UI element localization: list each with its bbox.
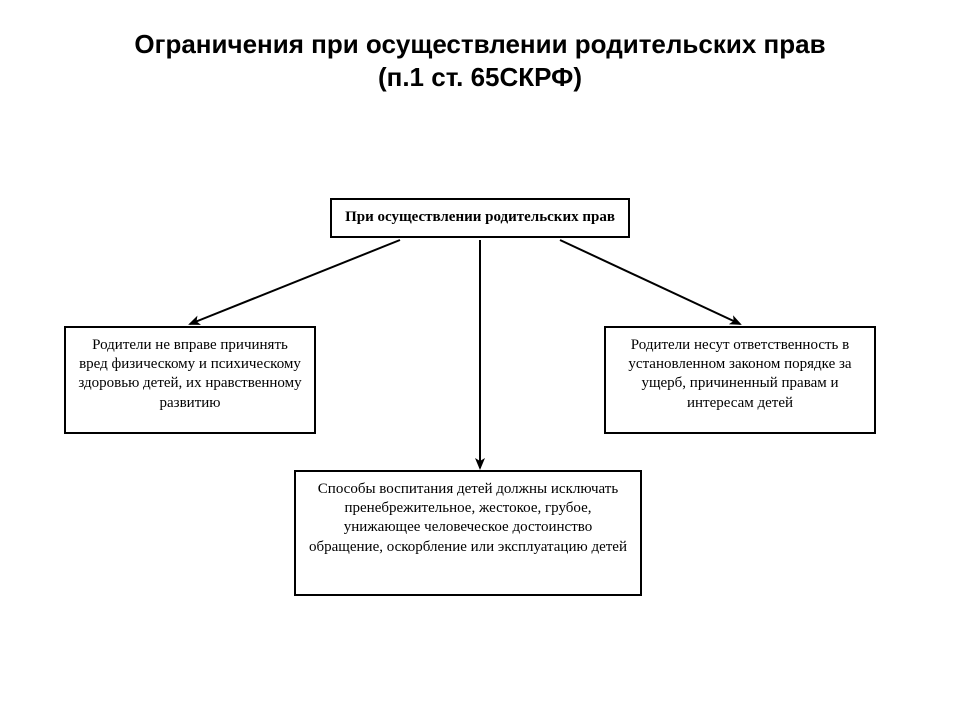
edge-root-right [560, 240, 740, 324]
diagram-node-bottom: Способы воспитания детей должны исключат… [294, 470, 642, 596]
diagram-node-left: Родители не вправе причинять вред физиче… [64, 326, 316, 434]
page-title: Ограничения при осуществлении родительск… [0, 28, 960, 93]
diagram-node-right: Родители несут ответственность в установ… [604, 326, 876, 434]
edge-root-left [190, 240, 400, 324]
page: Ограничения при осуществлении родительск… [0, 0, 960, 720]
diagram-node-root: При осуществлении родительских прав [330, 198, 630, 238]
